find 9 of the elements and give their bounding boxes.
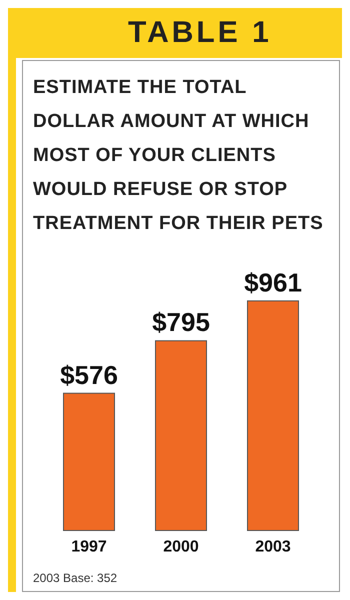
data-label: $961 (244, 267, 302, 298)
chart-subtitle: ESTIMATE THE TOTAL DOLLAR AMOUNT AT WHICH MOST OF YOUR CLIENTS WOULD REFUSE OR STOP TREATMENT FOR THEIR PETS (32, 76, 324, 236)
x-tick-label: 1997 (71, 538, 107, 556)
x-tick-label: 2000 (163, 538, 199, 556)
data-label: $795 (152, 307, 210, 338)
text: 2003 Base: 352 (32, 571, 118, 585)
data-label: $576 (60, 360, 118, 390)
x-tick-label: 2003 (255, 538, 291, 556)
chart-title: TABLE 1 (128, 16, 272, 50)
